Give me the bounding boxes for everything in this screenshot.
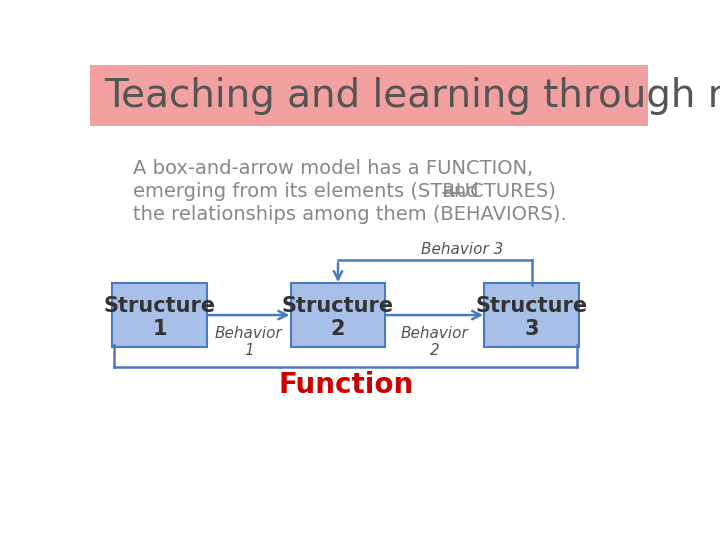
Text: 2: 2 [330,319,346,339]
Text: 3: 3 [524,319,539,339]
Text: Teaching and learning through models: Teaching and learning through models [104,77,720,114]
Text: emerging from its elements (STRUCTURES): emerging from its elements (STRUCTURES) [132,182,562,201]
Text: Behavior
1: Behavior 1 [215,326,283,358]
Text: Behavior 3: Behavior 3 [420,242,503,257]
Text: Structure: Structure [282,296,394,316]
Text: and: and [443,182,479,201]
Text: Function: Function [278,372,413,399]
Text: Structure: Structure [104,296,216,316]
FancyBboxPatch shape [112,284,207,347]
Text: 1: 1 [153,319,167,339]
FancyBboxPatch shape [291,284,385,347]
Text: Behavior
2: Behavior 2 [401,326,469,358]
Text: A box-and-arrow model has a FUNCTION,: A box-and-arrow model has a FUNCTION, [132,159,533,178]
Text: Structure: Structure [476,296,588,316]
Text: the relationships among them (BEHAVIORS).: the relationships among them (BEHAVIORS)… [132,205,567,224]
FancyBboxPatch shape [485,284,579,347]
FancyBboxPatch shape [90,65,648,126]
